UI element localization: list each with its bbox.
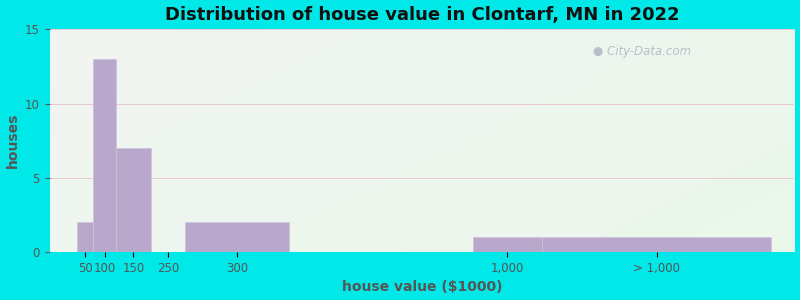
Bar bbox=[78, 222, 94, 252]
Bar bbox=[186, 222, 289, 252]
Bar bbox=[116, 148, 151, 252]
Y-axis label: houses: houses bbox=[6, 113, 19, 168]
Title: Distribution of house value in Clontarf, MN in 2022: Distribution of house value in Clontarf,… bbox=[165, 6, 679, 24]
Bar bbox=[94, 59, 116, 252]
Text: ● City-Data.com: ● City-Data.com bbox=[594, 45, 691, 58]
Bar bbox=[542, 237, 771, 252]
X-axis label: house value ($1000): house value ($1000) bbox=[342, 280, 502, 294]
Bar bbox=[473, 237, 542, 252]
